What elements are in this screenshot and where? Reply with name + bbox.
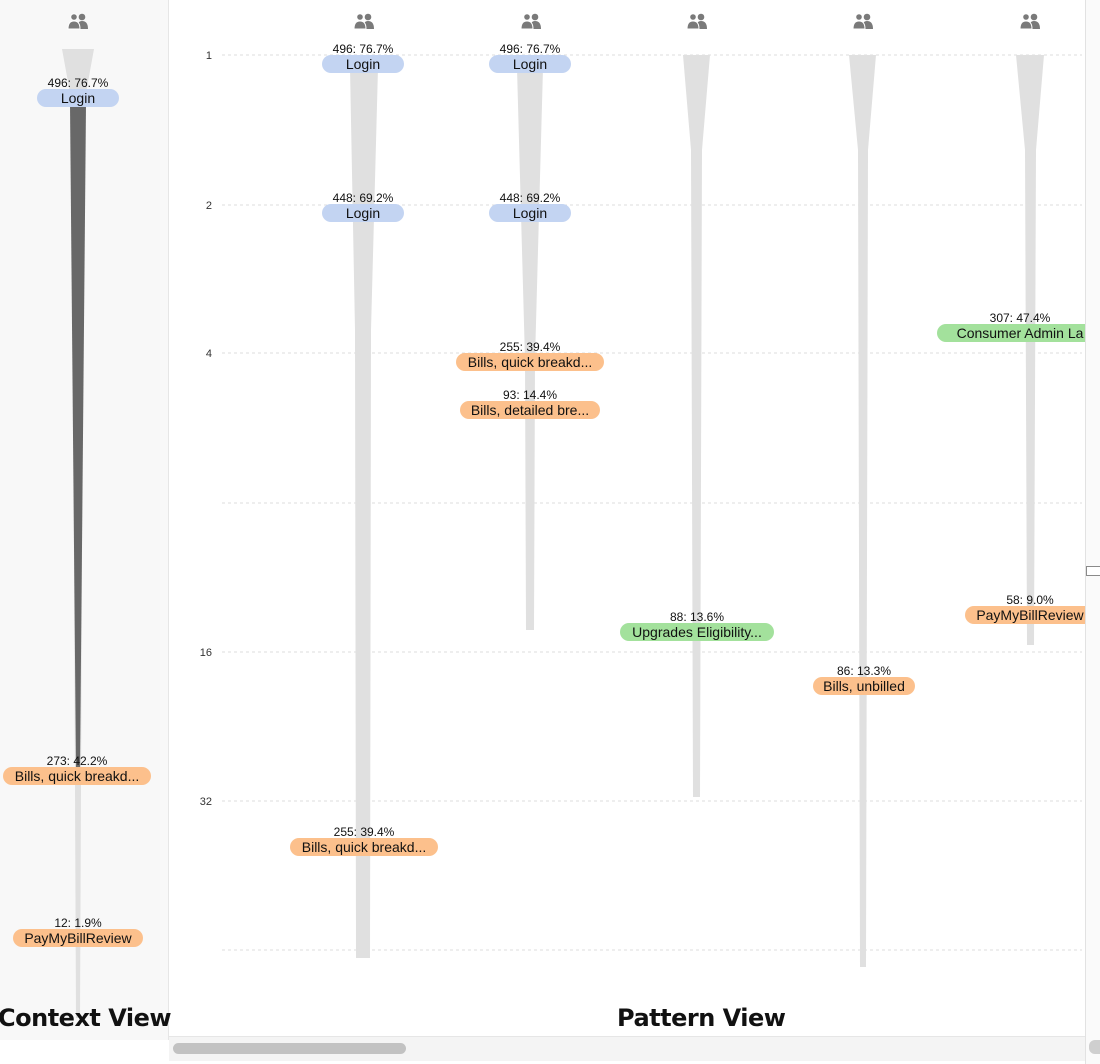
y-axis-tick: 4 — [206, 348, 212, 360]
node-stat: 86: 13.3% — [837, 664, 891, 678]
node-stat: 496: 76.7% — [500, 42, 561, 56]
context-view-title: Context View — [0, 1004, 172, 1032]
node-label[interactable]: Bills, unbilled — [823, 678, 905, 694]
node-label[interactable]: Login — [61, 90, 95, 106]
y-axis-tick: 2 — [206, 200, 212, 212]
node-pill[interactable] — [489, 204, 571, 222]
pattern-4-flow — [849, 55, 876, 967]
node-pill[interactable] — [13, 929, 143, 947]
node-stat: 255: 39.4% — [500, 340, 561, 354]
users-icon[interactable] — [1019, 13, 1040, 30]
node-pill[interactable] — [937, 324, 1085, 342]
node-pill[interactable] — [489, 55, 571, 73]
node-pill[interactable] — [456, 353, 604, 371]
node-pill[interactable] — [322, 55, 404, 73]
node-pill[interactable] — [965, 606, 1085, 624]
pattern-view-title: Pattern View — [617, 1004, 786, 1032]
y-axis-tick: 16 — [200, 647, 212, 659]
users-icon[interactable] — [686, 13, 707, 30]
y-axis-tick: 1 — [206, 50, 212, 62]
pattern-5-flow — [1016, 55, 1044, 645]
node-pill[interactable] — [3, 767, 151, 785]
node-stat: 93: 14.4% — [503, 388, 557, 402]
pattern-view-panel — [169, 0, 1085, 1040]
node-label[interactable]: Bills, quick breakd... — [302, 839, 427, 855]
node-stat: 255: 39.4% — [334, 825, 395, 839]
node-stat: 58: 9.0% — [1006, 593, 1054, 607]
node-label[interactable]: Login — [346, 205, 380, 221]
users-icon[interactable] — [353, 13, 374, 30]
node-pill[interactable] — [620, 623, 774, 641]
node-label[interactable]: Bills, quick breakd... — [15, 768, 140, 784]
node-stat: 12: 1.9% — [54, 916, 102, 930]
node-stat: 448: 69.2% — [500, 191, 561, 205]
node-stat: 496: 76.7% — [48, 76, 109, 90]
node-stat: 307: 47.4% — [990, 311, 1051, 325]
pattern-1-flow — [350, 68, 378, 958]
node-stat: 273: 42.2% — [47, 754, 108, 768]
context-flow-highlight — [70, 104, 86, 768]
node-label[interactable]: Bills, quick breakd... — [468, 354, 593, 370]
users-icon[interactable] — [852, 13, 873, 30]
right-panel-edge — [1085, 0, 1100, 1064]
horizontal-scrollbar-thumb[interactable] — [173, 1043, 406, 1054]
node-label[interactable]: Login — [513, 56, 547, 72]
node-pill[interactable] — [813, 677, 915, 695]
node-label[interactable]: Login — [346, 56, 380, 72]
pattern-3-flow — [683, 55, 710, 797]
vertical-scrollbar-knob[interactable] — [1089, 1040, 1100, 1054]
node-label[interactable]: PayMyBillReview — [24, 930, 132, 946]
node-pill[interactable] — [37, 89, 119, 107]
node-label[interactable]: Upgrades Eligibility... — [632, 624, 762, 640]
node-label[interactable]: Login — [513, 205, 547, 221]
node-stat: 88: 13.6% — [670, 610, 724, 624]
horizontal-scrollbar[interactable] — [169, 1036, 1085, 1061]
node-pill[interactable] — [290, 838, 438, 856]
y-axis-tick: 32 — [200, 796, 212, 808]
node-label[interactable]: Consumer Admin La — [957, 325, 1084, 341]
node-pill[interactable] — [322, 204, 404, 222]
node-stat: 448: 69.2% — [333, 191, 394, 205]
panel-resize-handle[interactable] — [1086, 566, 1100, 576]
node-stat: 496: 76.7% — [333, 42, 394, 56]
users-icon[interactable] — [520, 13, 541, 30]
users-icon[interactable] — [67, 13, 88, 30]
node-pill[interactable] — [460, 401, 600, 419]
node-label[interactable]: Bills, detailed bre... — [471, 402, 589, 418]
node-label[interactable]: PayMyBillReview — [976, 607, 1084, 623]
